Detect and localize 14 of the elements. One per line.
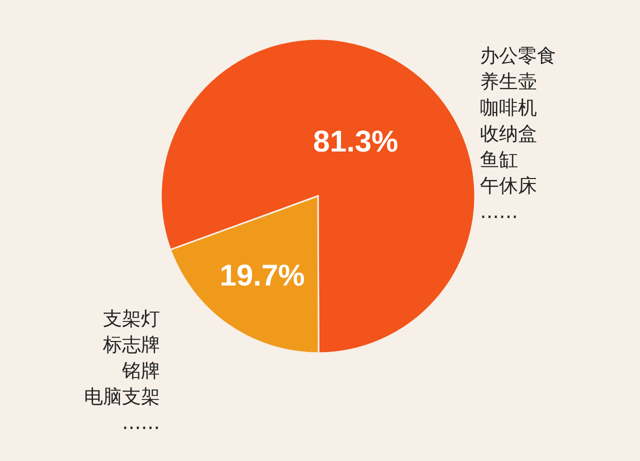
text: 电脑支架 [84,386,160,408]
text: 铭牌 [121,360,160,382]
text: 标志牌 [102,334,160,356]
data-label: 19.7% [220,259,305,292]
text: 鱼缸 [480,149,518,171]
text: 午休床 [480,175,537,197]
data-label: 81.3% [313,125,398,158]
text: 支架灯 [103,308,160,330]
text: …… [122,412,160,434]
text: 收纳盒 [480,123,537,145]
text: 养生壶 [480,71,537,93]
text: 咖啡机 [480,97,537,119]
text: …… [480,201,518,223]
text: 办公零食 [480,45,556,67]
